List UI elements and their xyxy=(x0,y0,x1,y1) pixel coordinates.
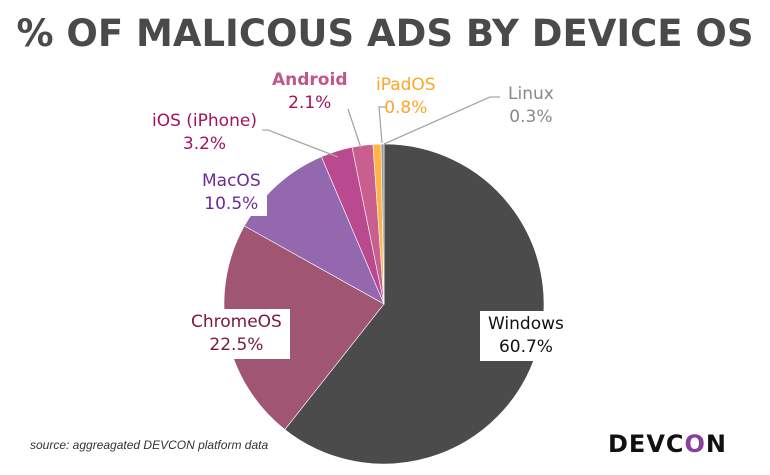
label-name: iPadOS xyxy=(376,75,436,95)
source-note: source: aggreagated DEVCON platform data xyxy=(30,438,269,452)
label-name: Windows xyxy=(488,314,564,334)
label-macos: MacOS 10.5% xyxy=(196,170,267,216)
label-chromeos: ChromeOS 22.5% xyxy=(183,309,290,359)
label-name: Linux xyxy=(508,84,554,104)
label-linux: Linux 0.3% xyxy=(508,83,554,129)
slice-macos xyxy=(243,156,385,305)
label-name: ChromeOS xyxy=(191,312,282,332)
label-windows: Windows 60.7% xyxy=(480,311,572,361)
label-value: 0.3% xyxy=(509,107,553,127)
leader-ios xyxy=(262,129,339,158)
label-ipados: iPadOS 0.8% xyxy=(376,74,436,120)
leader-android xyxy=(347,108,362,149)
slice-linux xyxy=(380,143,385,305)
label-android: Android 2.1% xyxy=(272,69,348,115)
devcon-logo: DEVCON xyxy=(608,430,728,458)
label-value: 2.1% xyxy=(288,93,332,113)
label-value: 10.5% xyxy=(204,194,259,214)
label-value: 22.5% xyxy=(209,335,264,355)
chart-title: % OF MALICOUS ADS BY DEVICE OS xyxy=(16,12,754,55)
label-name: iOS (iPhone) xyxy=(152,111,257,131)
label-value: 0.8% xyxy=(384,98,428,118)
label-value: 60.7% xyxy=(498,337,553,357)
label-name: MacOS xyxy=(202,171,261,191)
leader-ipados xyxy=(378,106,387,144)
label-ios: iOS (iPhone) 3.2% xyxy=(152,110,257,156)
leader-linux xyxy=(383,96,500,145)
label-value: 3.2% xyxy=(182,134,227,154)
label-name: Android xyxy=(272,70,348,90)
